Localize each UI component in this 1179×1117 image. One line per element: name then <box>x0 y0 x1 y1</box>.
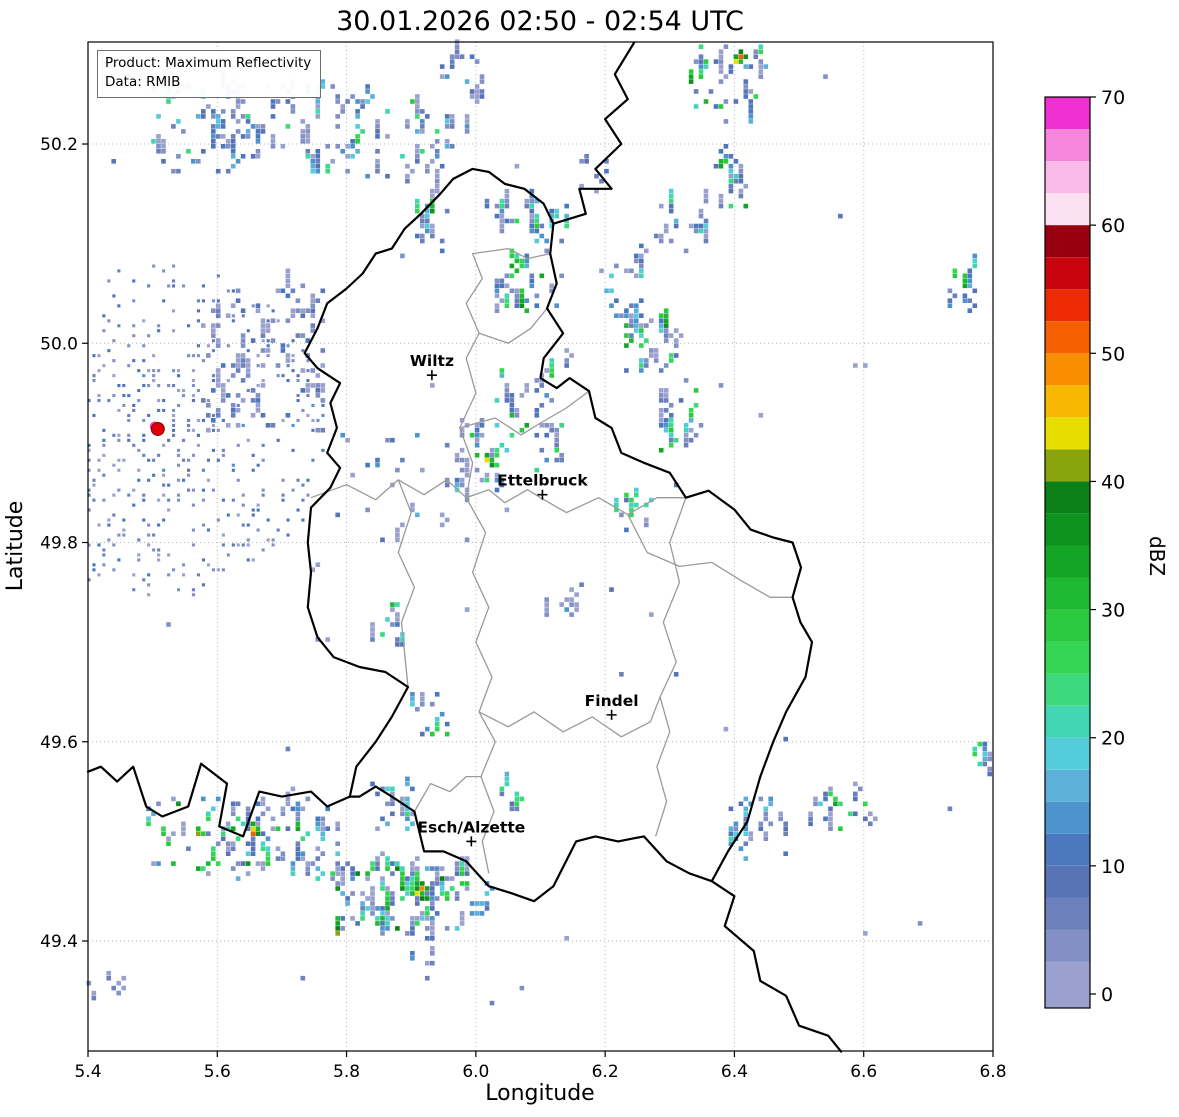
y-axis-label: Latitude <box>3 501 28 592</box>
country-borders <box>86 41 843 1053</box>
info-box: Product: Maximum Reflectivity Data: RMIB <box>97 50 322 98</box>
city-label: Ettelbruck <box>497 472 588 490</box>
colorbar-tick-label: 40 <box>1101 471 1125 493</box>
district-borders <box>310 247 793 874</box>
radar-clutter-layer <box>87 264 325 597</box>
colorbar: 0 10 20 30 40 50 60 70 <box>1044 87 1125 1009</box>
city-label: Findel <box>585 692 639 710</box>
figure-title: 30.01.2026 02:50 - 02:54 UTC <box>336 6 744 37</box>
x-tick-label: 6.4 <box>721 1062 748 1082</box>
radar-echo-layer <box>86 39 992 1006</box>
x-tick-label: 5.4 <box>74 1062 101 1082</box>
y-tick-label: 50.2 <box>40 135 78 155</box>
colorbar-tick-label: 70 <box>1101 87 1125 109</box>
axis-ticks: 5.4 5.6 5.8 6.0 6.2 6.4 6.6 6.8 49.4 49.6 49.8 50.0… <box>40 135 1006 1082</box>
colorbar-tick-label: 50 <box>1101 343 1125 365</box>
x-tick-label: 6.6 <box>850 1062 877 1082</box>
axes-frame <box>87 41 994 1052</box>
y-tick-label: 49.8 <box>40 534 78 554</box>
x-tick-label: 5.8 <box>333 1062 360 1082</box>
colorbar-tick-label: 20 <box>1101 728 1125 750</box>
x-axis-label: Longitude <box>485 1081 594 1106</box>
colorbar-tick-label: 60 <box>1101 215 1125 237</box>
x-tick-label: 5.6 <box>204 1062 231 1082</box>
x-tick-label: 6.0 <box>462 1062 489 1082</box>
info-product-line: Product: Maximum Reflectivity <box>105 55 312 71</box>
y-tick-label: 50.0 <box>40 334 78 354</box>
city-label: Esch/Alzette <box>417 818 525 836</box>
radar-site-marker <box>149 421 165 436</box>
x-tick-label: 6.2 <box>592 1062 619 1082</box>
grid-lines <box>87 42 994 1051</box>
y-tick-label: 49.6 <box>40 733 78 753</box>
city-markers: Wiltz Ettelbruck Findel Esch/Alzette <box>410 352 639 847</box>
colorbar-tick-label: 30 <box>1101 600 1125 622</box>
city-label: Wiltz <box>410 352 454 370</box>
colorbar-tick-label: 0 <box>1101 984 1113 1006</box>
info-data-line: Data: RMIB <box>105 73 181 90</box>
y-tick-label: 49.4 <box>40 932 78 952</box>
colorbar-label: dBZ <box>1145 536 1169 576</box>
x-tick-label: 6.8 <box>979 1062 1006 1082</box>
colorbar-tick-label: 10 <box>1101 856 1125 878</box>
